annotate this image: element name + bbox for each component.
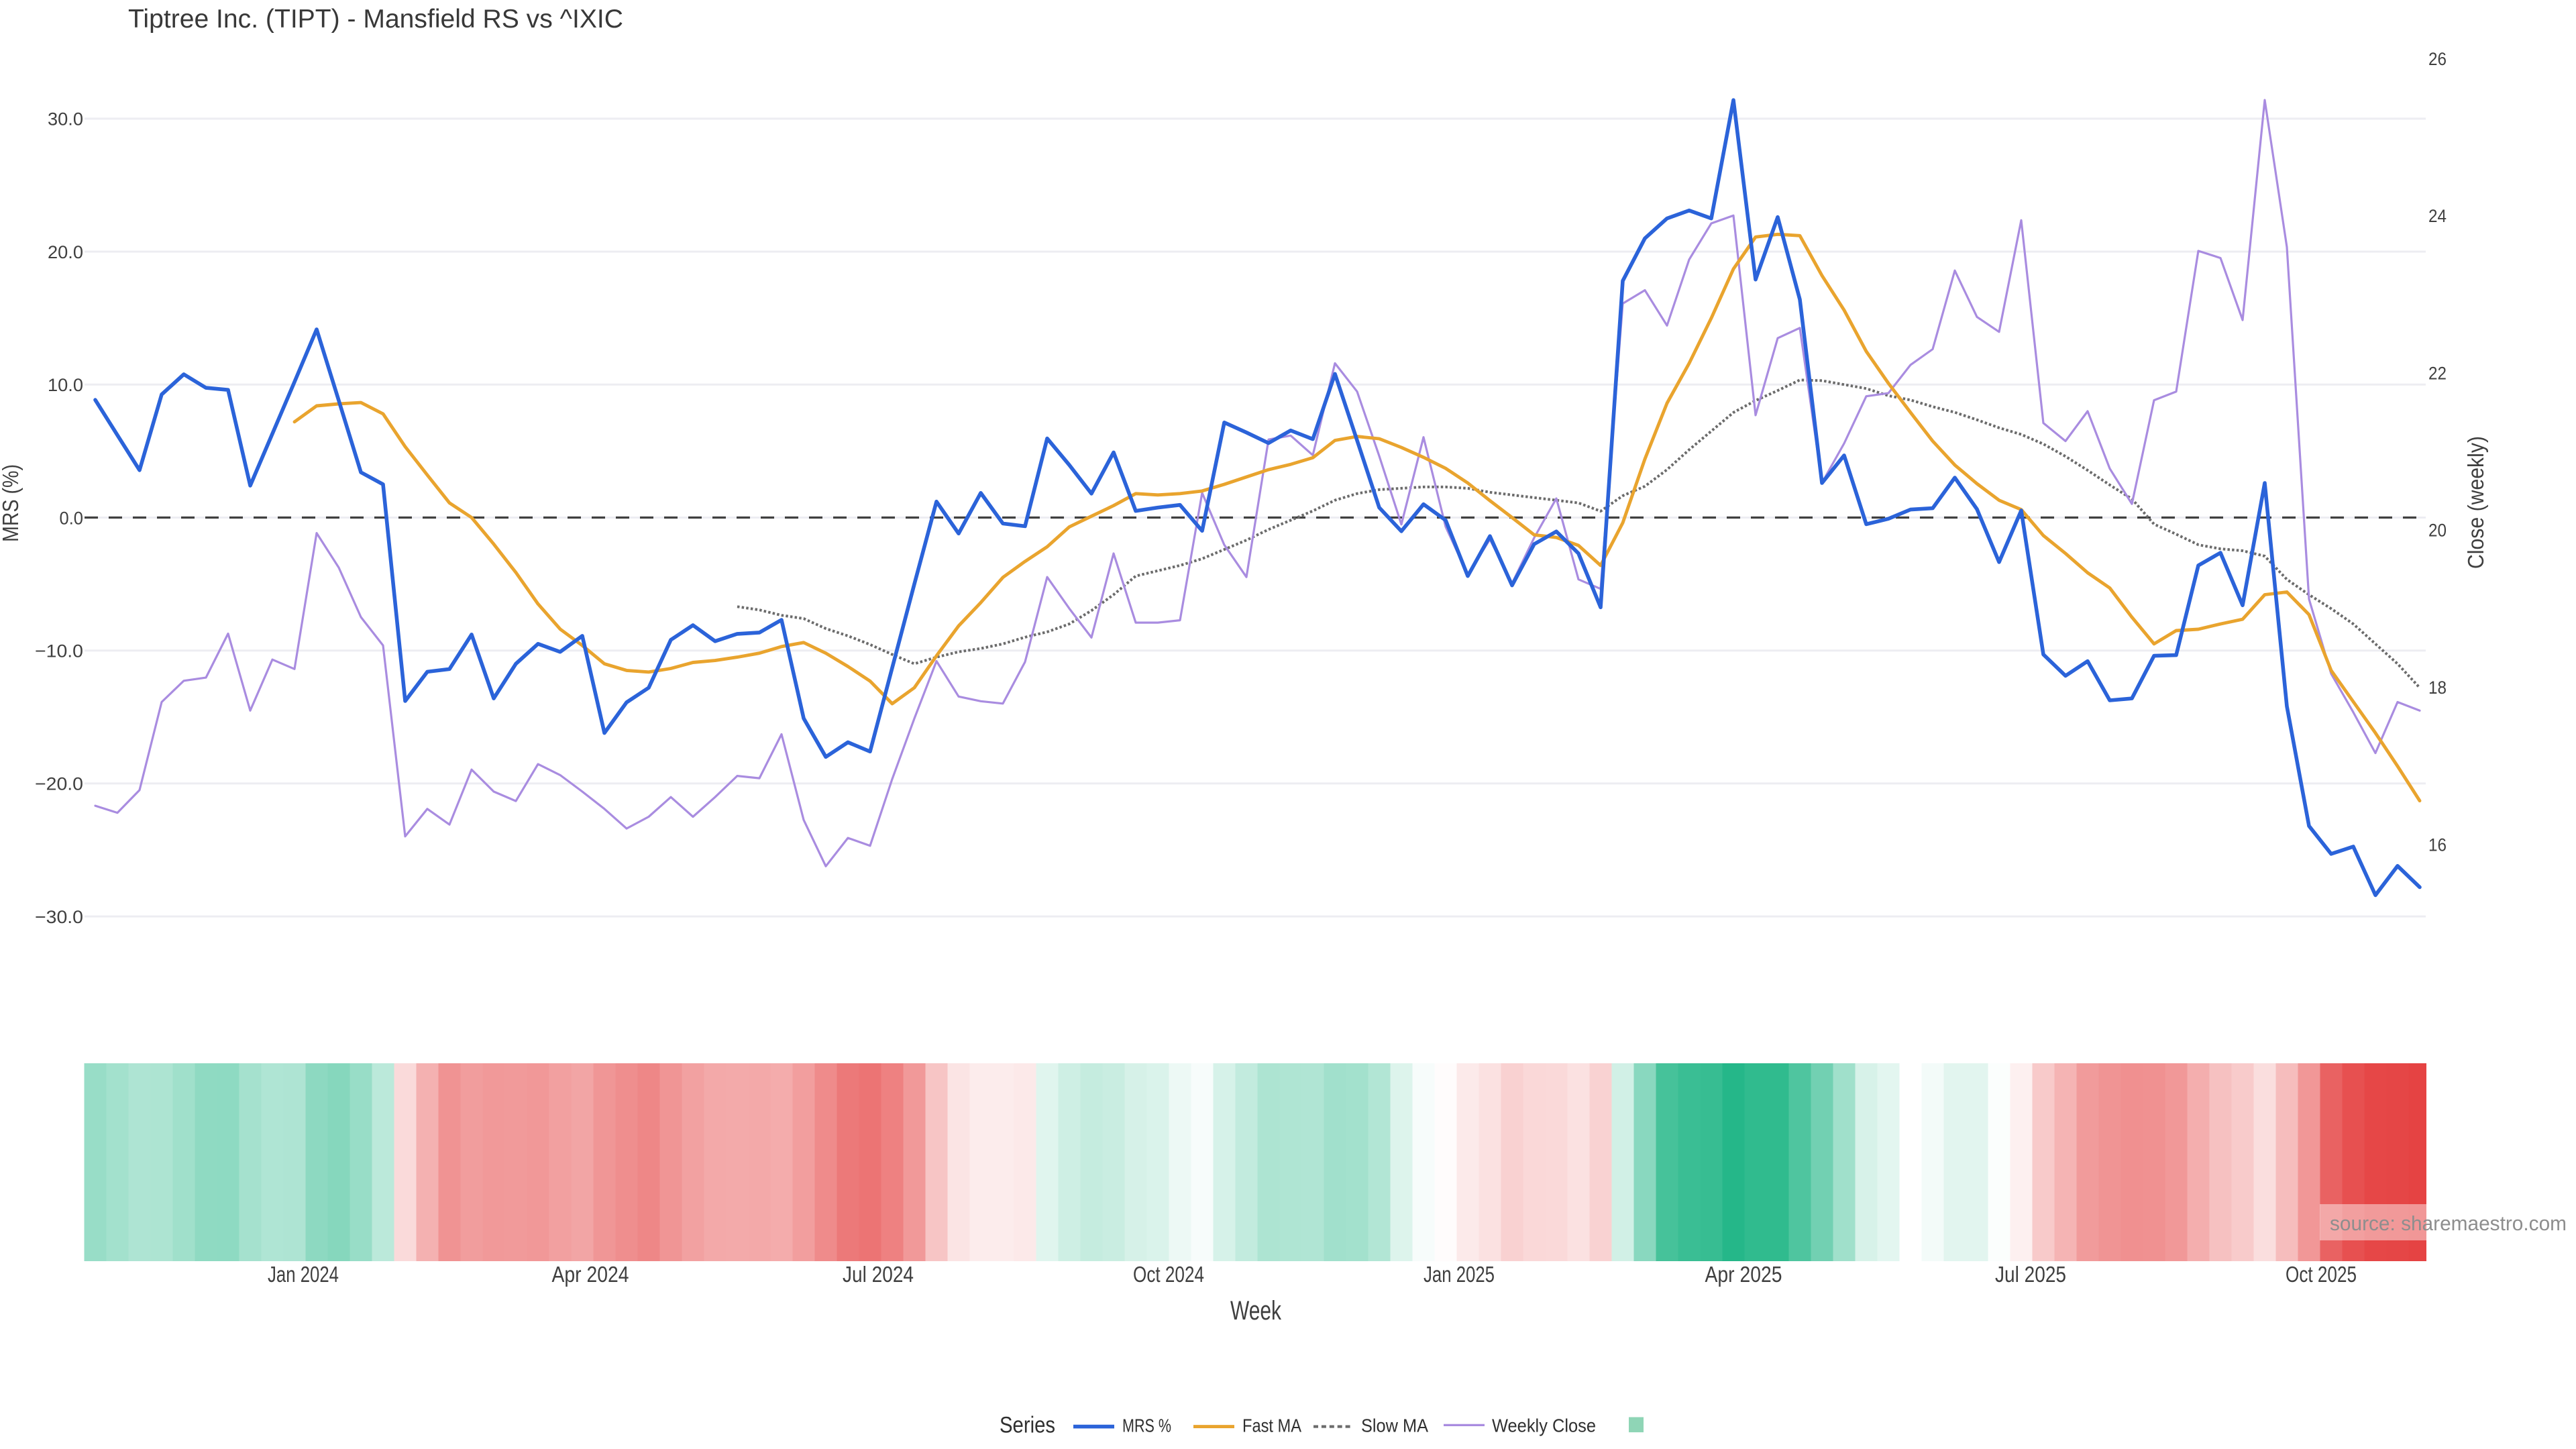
svg-text:10.0: 10.0 [48,375,83,395]
svg-text:MRS %: MRS % [1122,1415,1171,1436]
svg-text:Tiptree Inc. (TIPT) - Mansfiel: Tiptree Inc. (TIPT) - Mansfield RS vs ^I… [128,5,623,34]
svg-text:Oct 2024: Oct 2024 [1133,1262,1204,1287]
svg-text:22: 22 [2428,363,2447,383]
svg-text:Jul 2025: Jul 2025 [1995,1262,2066,1287]
svg-text:24: 24 [2428,206,2447,226]
svg-text:−20.0: −20.0 [35,774,83,794]
svg-text:MRS (%): MRS (%) [0,464,23,542]
svg-text:20: 20 [2428,521,2447,541]
svg-text:Jan 2025: Jan 2025 [1424,1262,1495,1287]
svg-text:Apr 2025: Apr 2025 [1705,1262,1782,1287]
svg-text:Jul 2024: Jul 2024 [843,1262,914,1287]
svg-text:20.0: 20.0 [48,242,83,262]
svg-text:Week: Week [1230,1296,1282,1326]
svg-text:Series: Series [1000,1413,1055,1438]
svg-text:30.0: 30.0 [48,109,83,129]
svg-text:16: 16 [2428,835,2447,855]
svg-text:26: 26 [2428,49,2447,69]
svg-text:−10.0: −10.0 [35,641,83,661]
svg-text:Oct 2025: Oct 2025 [2286,1262,2357,1287]
svg-text:source: sharemaestro.com: source: sharemaestro.com [2330,1212,2567,1235]
svg-text:Weekly Close: Weekly Close [1492,1415,1596,1436]
svg-text:−30.0: −30.0 [35,907,83,927]
svg-text:0.0: 0.0 [60,508,84,528]
svg-text:Slow MA: Slow MA [1361,1415,1428,1436]
svg-text:Close (weekly): Close (weekly) [2463,436,2488,569]
svg-text:Jan 2024: Jan 2024 [268,1262,339,1287]
svg-text:18: 18 [2428,678,2447,698]
svg-text:Fast MA: Fast MA [1242,1415,1301,1436]
svg-text:Apr 2024: Apr 2024 [552,1262,629,1287]
